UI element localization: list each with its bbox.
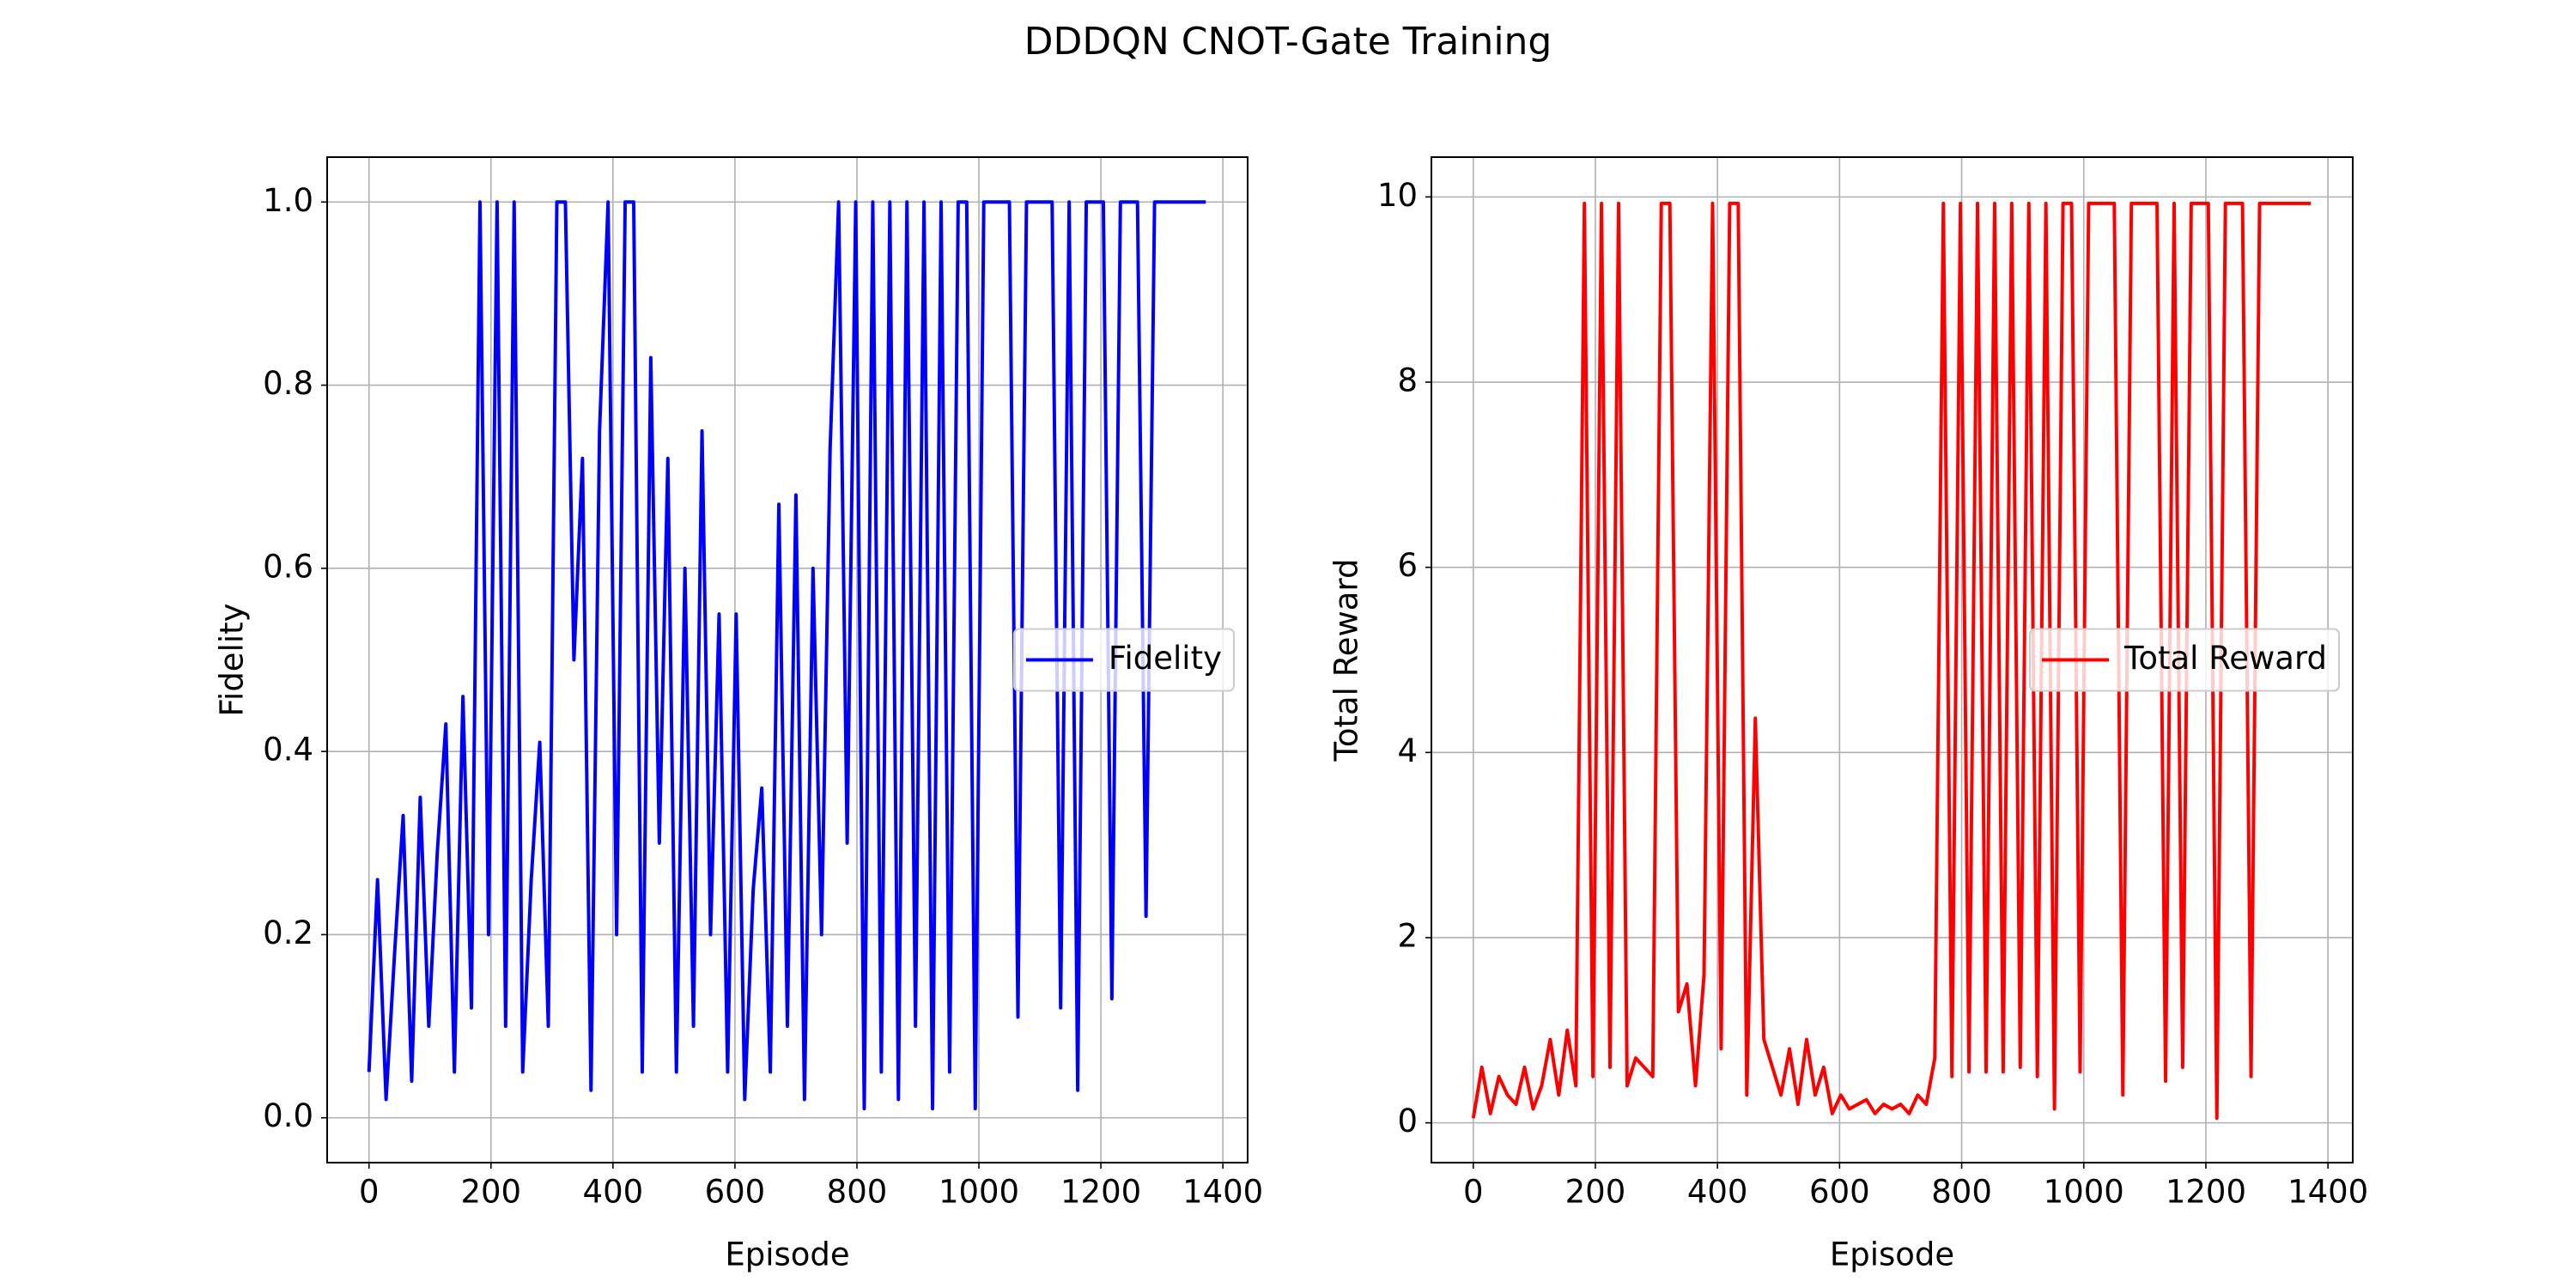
data-line	[1471, 201, 2312, 1121]
x-tick-label: 200	[460, 1174, 521, 1211]
y-tick-label: 4	[1397, 732, 1418, 769]
x-tick-label: 600	[705, 1174, 766, 1211]
y-tick-label: 10	[1377, 177, 1418, 214]
x-tick-label: 1000	[2044, 1174, 2124, 1211]
axes-frame	[326, 156, 1249, 1163]
y-tick-label: 0.2	[263, 914, 313, 951]
x-tick-label: 600	[1809, 1174, 1870, 1211]
y-tick-label: 0.6	[263, 548, 313, 585]
axes-frame	[1431, 156, 2354, 1163]
x-tick-label: 800	[827, 1174, 888, 1211]
x-tick-label: 400	[583, 1174, 644, 1211]
y-tick-label: 8	[1397, 362, 1418, 399]
y-tick-label: 6	[1397, 547, 1418, 584]
legend-frame	[1012, 628, 1235, 692]
y-tick-label: 1.0	[263, 182, 313, 219]
y-tick-label: 0.4	[263, 732, 313, 769]
y-tick-label: 0	[1397, 1103, 1418, 1139]
x-tick-label: 1200	[2166, 1174, 2246, 1211]
x-tick-label: 0	[1463, 1174, 1484, 1211]
x-tick-label: 1400	[2287, 1174, 2368, 1211]
legend-label: Fidelity	[1109, 640, 1222, 677]
x-tick-label: 800	[1931, 1174, 1992, 1211]
legend: Total Reward	[2029, 628, 2340, 692]
x-tick-label: 1200	[1060, 1174, 1141, 1211]
legend-label: Total Reward	[2123, 640, 2327, 677]
y-axis-label: Total Reward	[1327, 559, 1364, 762]
subplot: 0 200 400 600 800 1000 1200 1400 0 2 4 6 8 10 Episode T…	[1327, 156, 2368, 1273]
legend-frame	[2029, 628, 2340, 692]
figure-title: DDDQN CNOT-Gate Training	[1024, 20, 1552, 64]
data-line	[367, 200, 1206, 1111]
x-tick-label: 0	[359, 1174, 380, 1211]
x-axis-label: Episode	[725, 1236, 849, 1273]
y-tick-label: 0.8	[263, 365, 313, 402]
legend: Fidelity	[1012, 628, 1235, 692]
x-tick-label: 1000	[939, 1174, 1019, 1211]
x-tick-label: 400	[1687, 1174, 1748, 1211]
y-tick-label: 2	[1397, 917, 1418, 954]
y-axis-label: Fidelity	[214, 603, 251, 716]
subplot: 0 200 400 600 800 1000 1200 1400 0.0 0.2 0.4 0.6 0.8…	[214, 156, 1263, 1273]
x-tick-label: 200	[1565, 1174, 1626, 1211]
y-tick-label: 0.0	[263, 1097, 313, 1134]
x-axis-label: Episode	[1830, 1236, 1954, 1273]
x-tick-label: 1400	[1182, 1174, 1263, 1211]
